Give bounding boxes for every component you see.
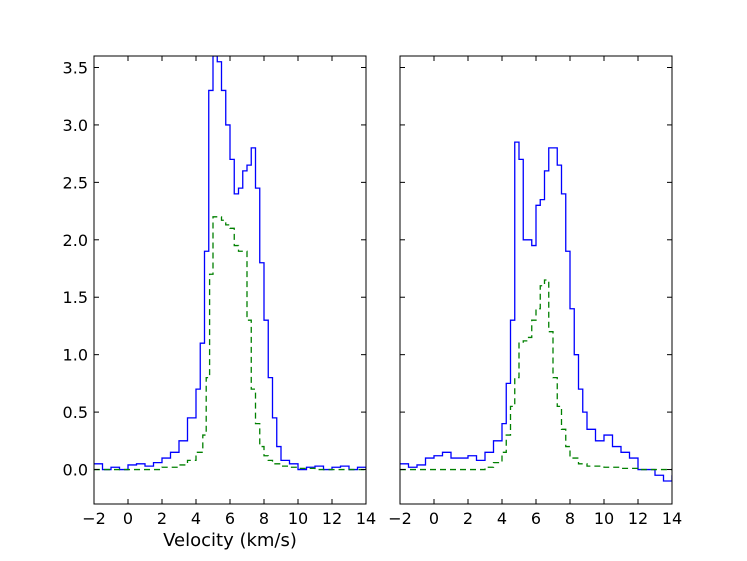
dashed-series-line — [400, 279, 672, 471]
plot-frame — [399, 55, 673, 505]
x-tick-label: 10 — [288, 509, 308, 528]
x-tick-label: 12 — [628, 509, 648, 528]
plot-frame — [93, 55, 367, 505]
x-tick-label: 10 — [594, 509, 614, 528]
x-tick-label: 6 — [225, 509, 235, 528]
y-tick-label: 3.5 — [63, 58, 88, 77]
x-tick-label: 14 — [662, 509, 682, 528]
y-tick-label: 2.5 — [63, 173, 88, 192]
x-axis-label: Velocity (km/s) — [163, 530, 297, 551]
solid-series-line — [400, 141, 672, 482]
y-tick-label: 0.5 — [63, 403, 88, 422]
x-tick-label: 12 — [322, 509, 342, 528]
y-tick-label: 0.0 — [63, 461, 88, 480]
y-tick-label: 2.0 — [63, 231, 88, 250]
left-panel: −2 0 2 4 6 8 10 12 14 0.0 0.5 1.0 1.5 2.0 2.5 3.0 3.5 — [63, 55, 376, 528]
x-tick-label: 14 — [356, 509, 376, 528]
x-tick-label: 0 — [429, 509, 439, 528]
y-tick-label: 1.0 — [63, 346, 88, 365]
x-tick-label: −2 — [82, 509, 106, 528]
solid-series-line — [94, 56, 366, 471]
x-tick-label: 6 — [531, 509, 541, 528]
x-tick-label: 2 — [463, 509, 473, 528]
x-tick-label: 8 — [565, 509, 575, 528]
x-tick-label: 0 — [123, 509, 133, 528]
x-tick-label: 4 — [497, 509, 507, 528]
x-tick-label: 4 — [191, 509, 201, 528]
x-tick-label: 2 — [157, 509, 167, 528]
right-panel: −2 0 2 4 6 8 10 12 14 — [388, 55, 682, 528]
x-tick-label: −2 — [388, 509, 412, 528]
y-tick-label: 3.0 — [63, 116, 88, 135]
dashed-series-line — [94, 216, 366, 471]
x-tick-label: 8 — [259, 509, 269, 528]
y-tick-label: 1.5 — [63, 288, 88, 307]
